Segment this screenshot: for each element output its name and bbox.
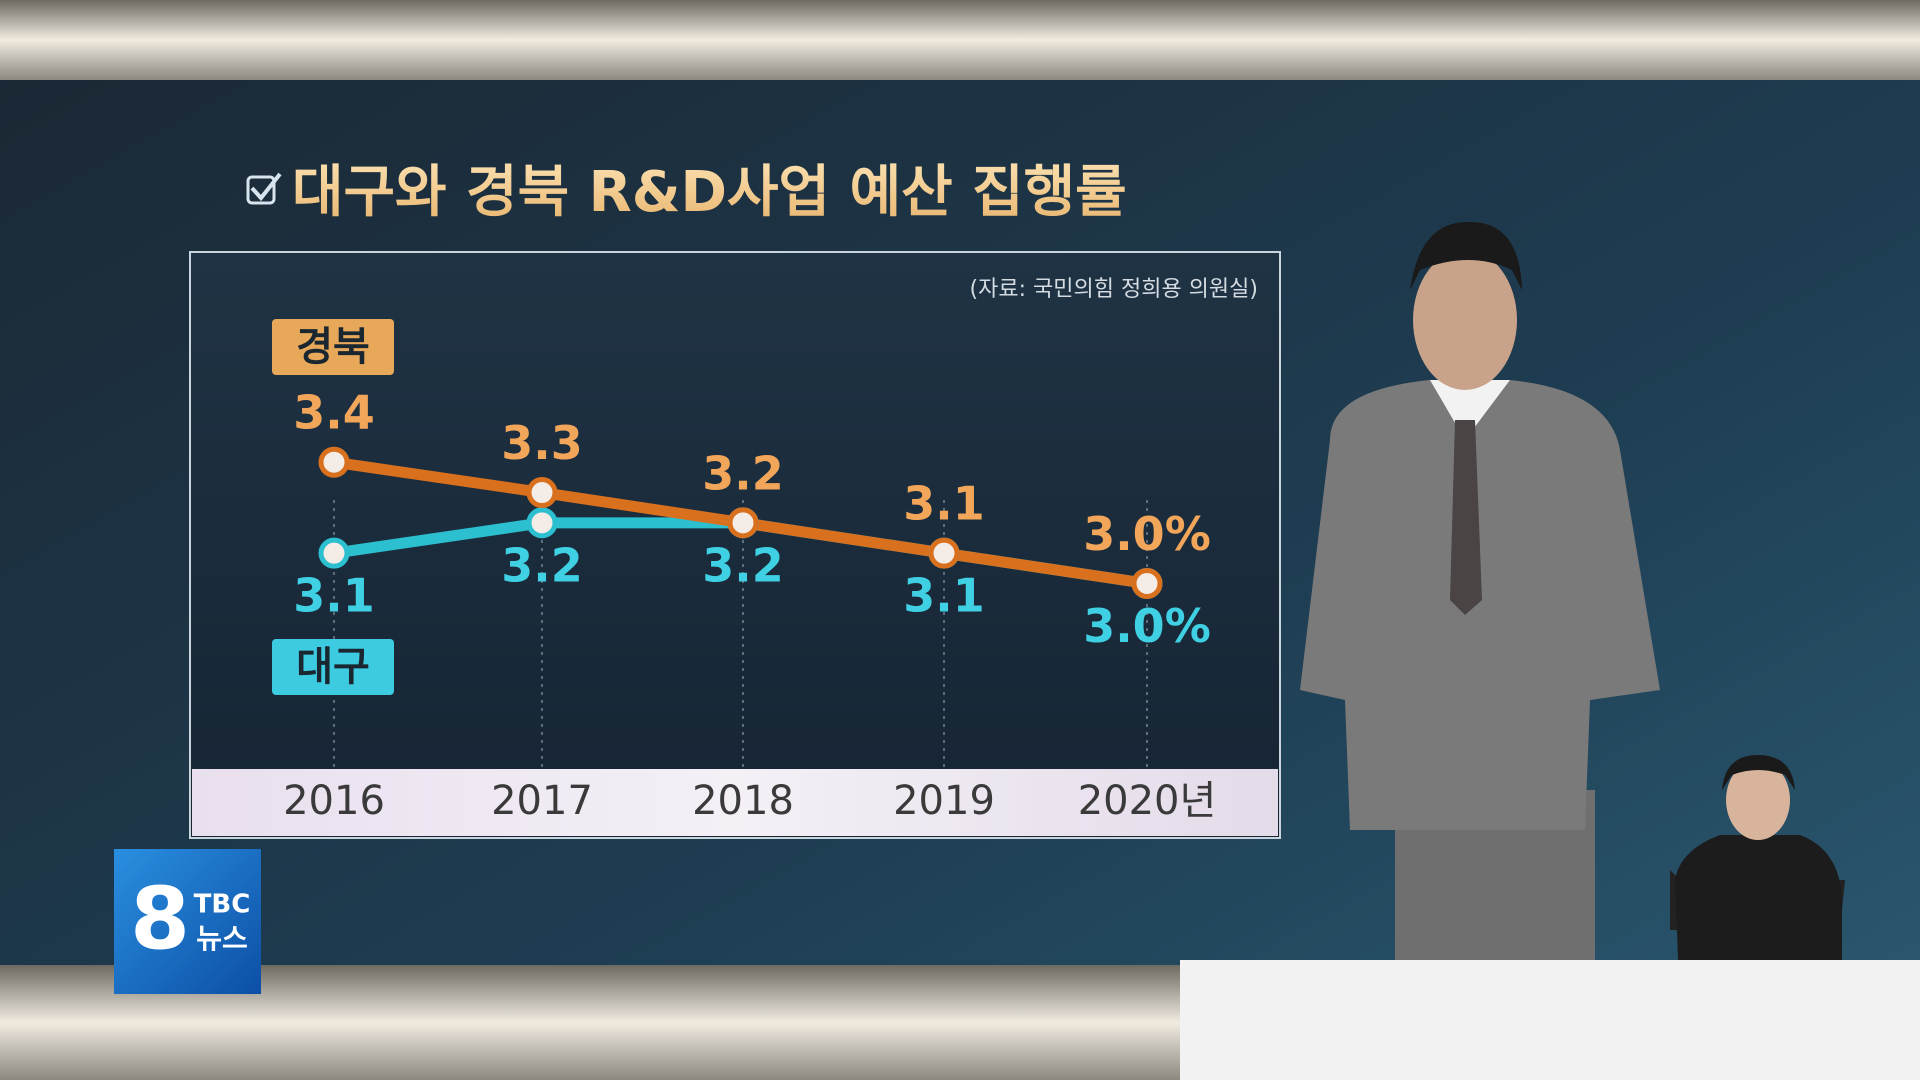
data-label: 3.1 <box>903 569 985 623</box>
chart-title: 대구와 경북 R&D사업 예산 집행률 <box>292 160 1127 225</box>
logo-brand: TBC <box>194 890 251 920</box>
channel-logo <box>114 849 261 994</box>
top-light <box>0 0 1920 80</box>
data-point <box>727 507 759 539</box>
source-note: (자료: 국민의힘 정희용 의원실) <box>970 277 1258 302</box>
data-label: 3.0% <box>1083 507 1211 561</box>
x-tick-label: 2018 <box>692 778 794 824</box>
data-point <box>318 537 350 569</box>
data-label: 3.3 <box>501 416 583 470</box>
data-label: 3.4 <box>293 386 375 440</box>
legend-label: 경북 <box>296 324 370 370</box>
data-label: 3.0% <box>1083 599 1211 653</box>
anchor <box>1300 221 1660 970</box>
data-point <box>318 446 350 478</box>
logo-number: 8 <box>130 869 190 969</box>
x-tick-label: 2017 <box>491 778 593 824</box>
legend-box <box>272 319 394 375</box>
data-label: 3.2 <box>702 538 784 592</box>
x-axis-band <box>192 769 1278 836</box>
desk <box>1180 960 1920 1080</box>
data-point <box>928 537 960 569</box>
legend-label: 대구 <box>296 644 370 690</box>
data-label: 3.2 <box>702 446 784 500</box>
legend-box <box>272 639 394 695</box>
data-label: 3.1 <box>903 477 985 531</box>
logo-name: 뉴스 <box>196 922 248 955</box>
data-label: 3.2 <box>501 538 583 592</box>
x-tick-label: 2019 <box>893 778 995 824</box>
data-point <box>526 507 558 539</box>
title-checkbox <box>246 172 282 205</box>
x-tick-label: 2016 <box>283 778 385 824</box>
data-label: 3.1 <box>293 569 375 623</box>
plot: 2016 2017 2018 2019 2020년 3.1 3.2 3.2 3.1 3.0% 3.4… <box>272 319 1216 824</box>
data-point <box>526 477 558 509</box>
data-point <box>1131 567 1163 599</box>
x-tick-label: 2020년 <box>1078 778 1217 824</box>
